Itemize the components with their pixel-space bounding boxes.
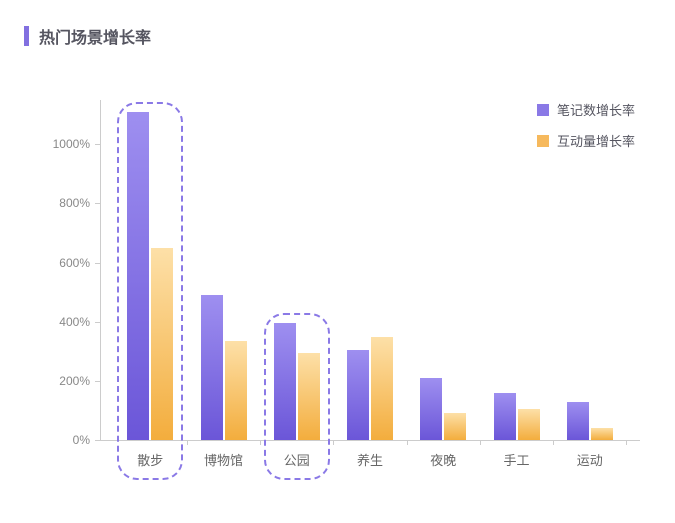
bar	[494, 393, 516, 440]
chart-container: 热门场景增长率 笔记数增长率 互动量增长率 0%200%400%600%800%…	[0, 0, 675, 523]
highlight-box	[264, 313, 330, 480]
chart-area: 0%200%400%600%800%1000% 散步博物馆公园养生夜晚手工运动	[40, 90, 650, 490]
x-tick-mark	[260, 440, 261, 445]
x-tick-mark	[333, 440, 334, 445]
bar	[444, 413, 466, 440]
x-tick-label: 运动	[577, 450, 603, 469]
x-tick-mark	[187, 440, 188, 445]
bar	[567, 402, 589, 440]
y-tick-mark	[95, 440, 100, 441]
y-tick-label: 800%	[40, 196, 90, 210]
highlight-box	[117, 102, 183, 480]
x-tick-label: 手工	[503, 450, 529, 469]
y-tick-label: 200%	[40, 374, 90, 388]
bar	[420, 378, 442, 440]
x-tick-mark	[626, 440, 627, 445]
bar	[347, 350, 369, 440]
x-tick-label: 养生	[357, 450, 383, 469]
y-tick-label: 400%	[40, 315, 90, 329]
y-tick-label: 0%	[40, 433, 90, 447]
x-tick-mark	[407, 440, 408, 445]
x-tick-mark	[553, 440, 554, 445]
chart-title: 热门场景增长率	[39, 24, 151, 48]
y-tick-label: 1000%	[40, 137, 90, 151]
chart-title-row: 热门场景增长率	[24, 24, 151, 48]
title-accent-bar	[24, 26, 29, 46]
bar	[371, 337, 393, 440]
y-tick-label: 600%	[40, 256, 90, 270]
bar	[591, 428, 613, 440]
x-tick-label: 博物馆	[204, 450, 243, 469]
bar	[518, 409, 540, 440]
x-tick-label: 夜晚	[430, 450, 456, 469]
bar	[225, 341, 247, 440]
bar	[201, 295, 223, 440]
x-tick-mark	[480, 440, 481, 445]
